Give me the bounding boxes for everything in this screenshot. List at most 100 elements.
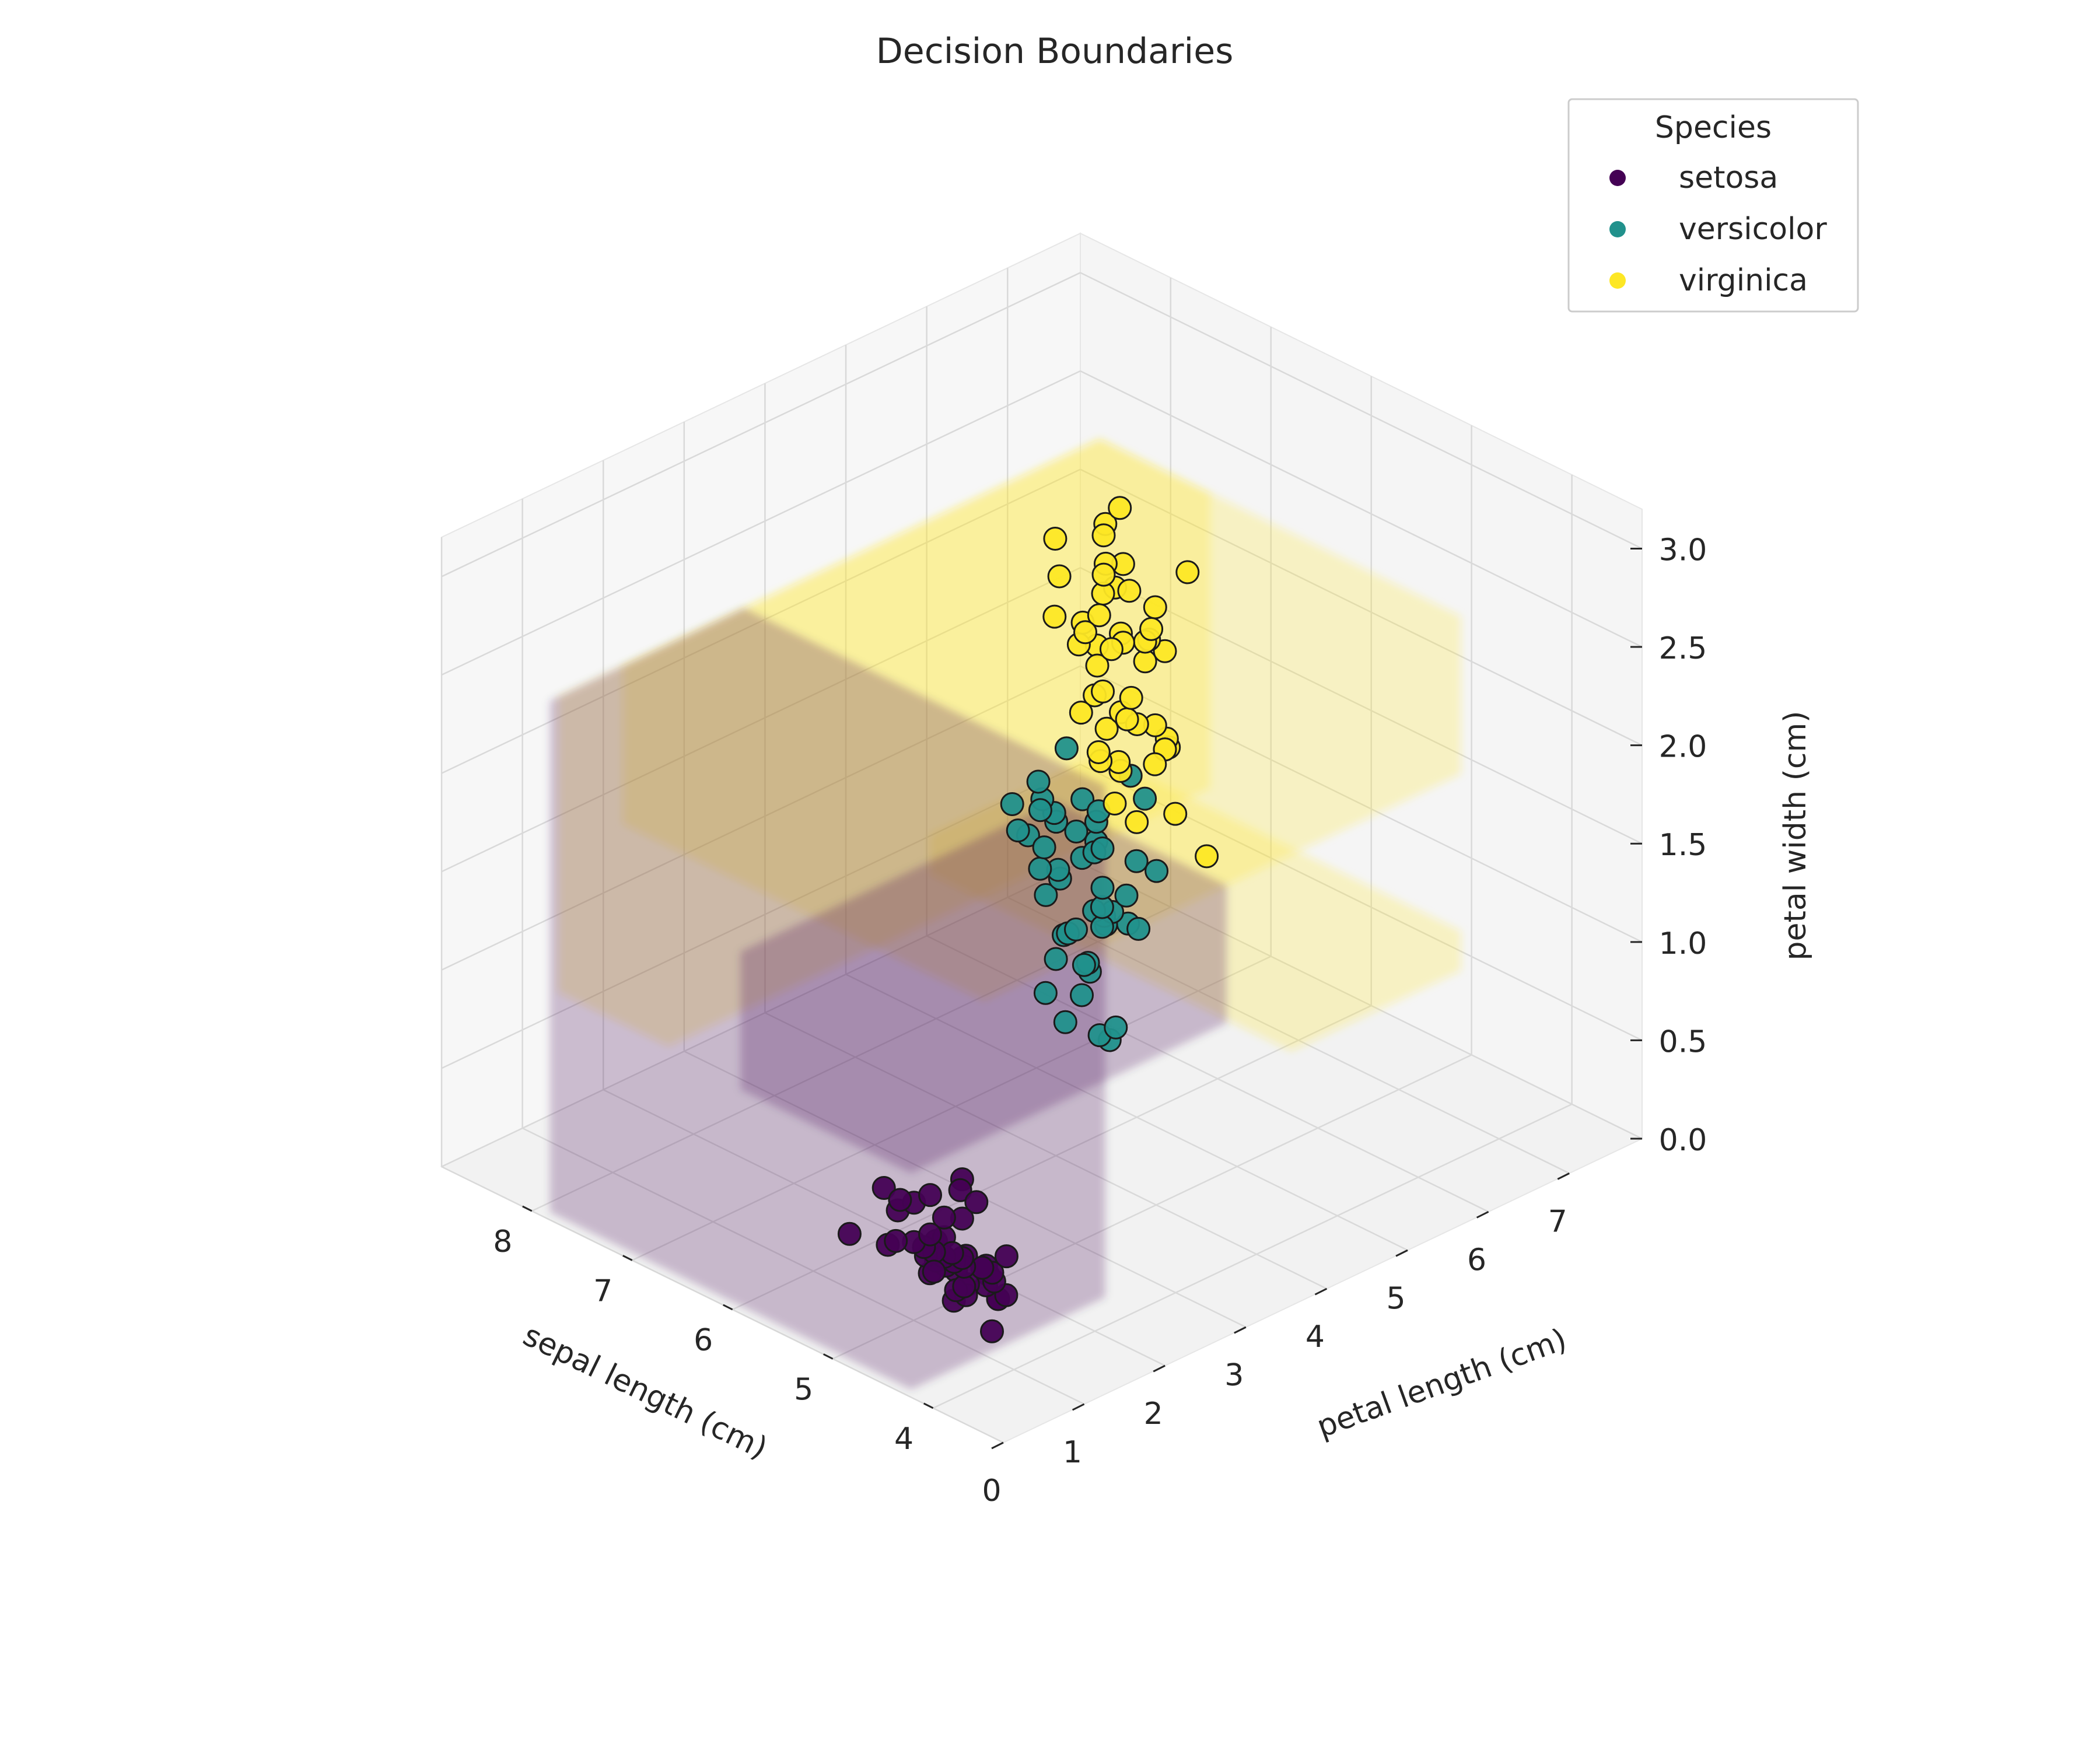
point-setosa [872,1176,896,1200]
y-axis-tick-label: 3 [1224,1358,1244,1393]
point-setosa [918,1222,942,1247]
point-virginica [1085,653,1110,678]
point-setosa [964,1190,989,1214]
point-versicolor [1026,769,1051,794]
point-versicolor [1070,983,1094,1007]
point-versicolor [1000,792,1024,816]
point-versicolor [1033,981,1058,1005]
y-axis-tick-mark [1557,1172,1570,1180]
point-virginica [1087,603,1111,628]
chart-title: Decision Boundaries [876,31,1234,72]
legend-marker-virginica [1609,272,1626,289]
grid-line-wall-z [441,272,1081,578]
point-virginica [1139,617,1164,641]
x-axis-tick-label: 4 [894,1422,914,1457]
point-versicolor [1072,953,1096,977]
point-virginica [1073,620,1097,645]
x-axis-tick-mark [622,1255,633,1261]
point-versicolor [1104,1015,1128,1040]
y-axis-tick-label: 4 [1306,1320,1325,1354]
point-virginica [1091,523,1116,548]
x-axis-label: sepal length (cm) [517,1318,772,1466]
y-axis-tick-label: 5 [1386,1281,1405,1316]
point-setosa [884,1228,908,1253]
x-axis-tick-label: 8 [493,1224,512,1259]
point-setosa [918,1183,942,1208]
y-axis-tick-label: 2 [1144,1396,1163,1432]
y-axis-tick-mark [1314,1287,1328,1296]
point-versicolor [1133,786,1157,811]
legend-marker-setosa [1609,170,1626,186]
point-versicolor [1090,836,1115,860]
y-axis-tick-label: 1 [1063,1435,1082,1470]
legend-frame [1567,98,1859,313]
point-versicolor [1054,736,1079,761]
grid-line-wall-z [441,370,1081,676]
z-axis-tick-label: 3.0 [1659,533,1707,568]
y-axis-tick-label: 0 [982,1474,1001,1508]
legend: Species setosa versicolor virginica [1567,98,1859,313]
axis-ticks: 4 5 6 7 8 0 1 2 3 4 5 6 7 0.0 0.5 1.0 1.5 2.0 2.5 3.0 [493,533,1707,1508]
z-axis-tick-label: 1.0 [1659,926,1707,961]
point-virginica [1163,802,1188,826]
z-axis-label: petal width (cm) [1778,711,1813,961]
point-virginica [1042,604,1067,629]
point-virginica [1047,564,1072,589]
z-axis-tick-label: 0.5 [1659,1024,1707,1059]
point-virginica [1117,579,1142,603]
x-axis-tick-label: 7 [593,1274,612,1309]
point-virginica [1195,844,1219,869]
point-versicolor [1028,798,1052,822]
y-axis-tick-mark [1153,1364,1166,1373]
point-setosa [922,1259,946,1284]
point-setosa [980,1319,1004,1343]
y-axis-tick-label: 7 [1548,1204,1567,1239]
y-axis-tick-mark [991,1441,1004,1450]
y-axis-tick-mark [1395,1249,1408,1257]
z-axis-tick-label: 2.0 [1659,730,1707,765]
point-virginica [1069,701,1093,725]
x-axis-tick-mark [923,1402,934,1409]
point-versicolor [1006,818,1030,843]
point-virginica [1143,752,1167,776]
grid-line-floor-y [441,1166,1004,1444]
point-setosa [932,1205,956,1230]
point-versicolor [1044,947,1068,971]
point-versicolor [1028,856,1052,881]
legend-label-virginica: virginica [1679,263,1808,298]
point-virginica [1108,496,1132,520]
y-axis-label: petal length (cm) [1312,1322,1572,1444]
point-virginica [1119,685,1143,710]
point-versicolor [1032,835,1056,860]
point-virginica [1086,740,1111,764]
y-axis-tick-mark [1072,1403,1085,1411]
z-axis-tick-label: 1.5 [1659,828,1707,863]
z-axis-tick-label: 2.5 [1659,631,1707,666]
point-versicolor [1070,787,1095,811]
point-virginica [1102,792,1127,816]
grid-line-wall-z [1080,370,1643,648]
x-axis-tick-label: 6 [694,1323,713,1358]
point-virginica [1091,679,1115,704]
point-versicolor [1053,1010,1077,1034]
x-axis-tick-label: 5 [794,1372,813,1407]
z-axis-tick-label: 0.0 [1659,1123,1707,1158]
point-virginica [1175,560,1200,584]
grid-line-floor-x [933,1103,1573,1409]
point-versicolor [1090,876,1115,900]
x-axis-tick-mark [822,1353,834,1360]
point-versicolor [1064,917,1088,942]
y-axis-tick-mark [1234,1326,1247,1334]
data-points [837,496,1219,1343]
point-versicolor [1144,859,1169,883]
point-virginica [1094,716,1119,741]
point-setosa [837,1222,862,1246]
legend-title: Species [1655,110,1772,145]
x-axis-tick-mark [522,1205,533,1212]
legend-label-setosa: setosa [1679,160,1778,195]
point-virginica [1125,810,1149,834]
point-versicolor [1034,883,1058,907]
point-versicolor [1124,849,1149,873]
legend-marker-versicolor [1609,221,1626,237]
